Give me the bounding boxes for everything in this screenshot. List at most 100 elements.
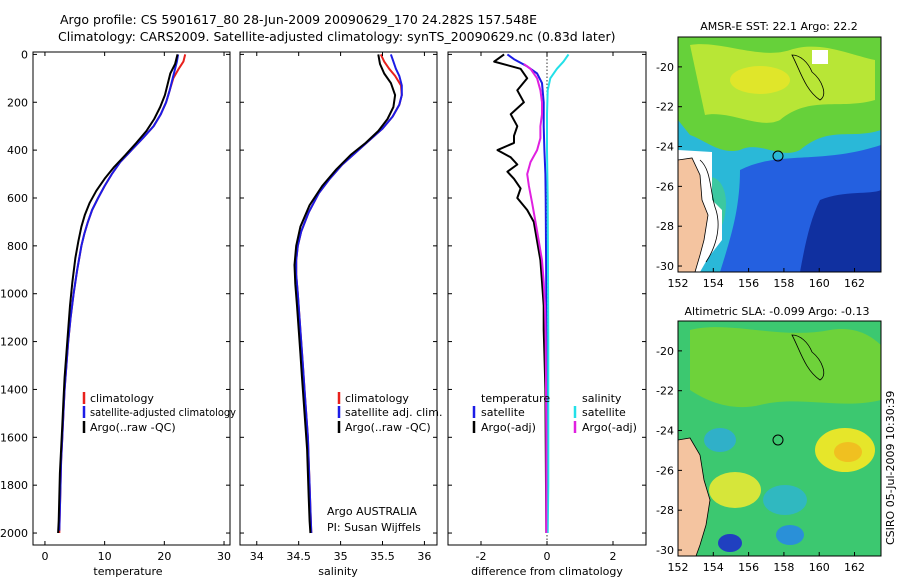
y-tick-label: 800 [7,240,28,253]
salinity-series-group [293,53,403,534]
x-tick-label: 34.5 [286,550,311,563]
map-y-tick-label: -20 [656,61,674,74]
legend-label-climatology: climatology [90,392,154,405]
map-y-tick-label: -24 [656,425,674,438]
salinity-ticks: 34 34.5 35 35.5 36 [250,52,431,563]
legend-label-satellite-adj: satellite adj. clim. [345,406,442,419]
sla-map-title: Altimetric SLA: -0.099 Argo: -0.13 [685,305,870,318]
map-y-tick-label: -20 [656,345,674,358]
map-x-tick-label: 158 [773,561,794,574]
y-tick-label: 1600 [0,431,28,444]
difference-legend: temperature salinity satellite Argo(-adj… [472,392,637,434]
sst-coastline-shelf [699,159,719,263]
sst-map-title: AMSR-E SST: 22.1 Argo: 22.2 [700,20,858,33]
map-y-tick-label: -30 [656,544,674,557]
sst-map-frame [677,36,882,273]
map-x-tick-label: 152 [668,561,689,574]
map-x-tick-label: 160 [809,277,830,290]
series-line-argo-raw-qc- [57,54,179,534]
series-line-climatology [58,54,187,534]
series-line-climatology [295,53,403,534]
difference-panel: -2 0 2 difference from climatology tempera… [447,51,647,578]
y-tick-label: 1200 [0,336,28,349]
y-tick-label: 0 [21,48,28,61]
y-tick-label: 1400 [0,383,28,396]
depth-ticks: 0 200 400 600 800 1000 1200 1400 1600 1800 2000 [0,48,646,540]
legend-label-satellite-adjusted: satellite-adjusted climatology [90,406,236,419]
y-tick-label: 200 [7,96,28,109]
x-tick-label: 20 [157,550,171,563]
difference-ticks: -2 0 2 [476,52,617,563]
salinity-axes-box [239,51,438,546]
map-y-tick-label: -26 [656,464,674,477]
sst-warm-spot [730,66,790,94]
temperature-legend: climatology satellite-adjusted climatolo… [82,392,236,434]
x-tick-label: 2 [610,550,617,563]
sst-cold-region [800,190,881,272]
series-line-temperature-argo-adj- [493,53,548,534]
sst-missing-data-patch [812,50,828,64]
y-tick-label: 1800 [0,479,28,492]
map-x-tick-label: 154 [703,277,724,290]
x-tick-label: 30 [217,550,231,563]
legend-label-temp-satellite: satellite [481,406,525,419]
sla-profile-marker [772,434,784,446]
sla-high-spot-south [709,472,761,508]
sla-map-frame [677,320,882,557]
map-x-tick-label: 154 [703,561,724,574]
x-tick-label: 0 [41,550,48,563]
map-y-tick-label: -30 [656,260,674,273]
legend-label-argo: Argo(..raw -QC) [90,421,176,434]
y-tick-label: 2000 [0,527,28,540]
x-tick-label: 10 [98,550,112,563]
legend-label-temp-argo: Argo(-adj) [481,421,536,434]
sla-low-spot-south-east [776,525,804,545]
sla-map-panel: Altimetric SLA: -0.099 Argo: -0.13 152 15… [656,305,882,574]
sst-map-panel: AMSR-E SST: 22.1 Argo: 22.2 152 154 156 158… [656,20,882,290]
map-x-tick-label: 162 [844,561,865,574]
sst-coastline-reef [791,54,825,101]
legend-label-climatology: climatology [345,392,409,405]
sst-profile-marker [772,150,784,162]
x-tick-label: 0 [544,550,551,563]
sla-low-spot-west [704,428,736,452]
pi-annotation: PI: Susan Wijffels [327,521,421,534]
x-tick-label: 35.5 [370,550,395,563]
legend-label-argo: Argo(..raw -QC) [345,421,431,434]
series-line-salinity-satellite [546,53,570,534]
y-tick-label: 600 [7,192,28,205]
x-tick-label: 34 [250,550,264,563]
x-tick-label: -2 [476,550,487,563]
sla-coastline-reef [791,334,825,381]
agency-annotation: Argo AUSTRALIA [327,505,417,518]
salinity-panel: 34 34.5 35 35.5 36 salinity climatology sate… [239,51,442,578]
temperature-axes-box [32,51,231,546]
sla-low-spot-south [718,534,742,552]
map-x-tick-label: 160 [809,561,830,574]
sla-land-australia [678,437,711,556]
map-y-tick-label: -22 [656,101,674,114]
figure-title-line1: Argo profile: CS 5901617_80 28-Jun-2009 … [60,12,537,27]
map-x-tick-label: 152 [668,277,689,290]
map-y-tick-label: -28 [656,220,674,233]
legend-label-sal-argo: Argo(-adj) [582,421,637,434]
sla-high-spot-east-core [834,442,862,462]
sla-low-spot-center [763,485,807,515]
map-y-tick-label: -22 [656,385,674,398]
series-line-satellite-adjusted-climatology [58,54,180,531]
map-x-tick-label: 162 [844,277,865,290]
map-y-tick-label: -24 [656,141,674,154]
legend-header-salinity: salinity [582,392,622,405]
sla-map-field [678,321,881,556]
temperature-series-group [57,54,187,534]
legend-header-temperature: temperature [481,392,550,405]
map-x-tick-label: 158 [773,277,794,290]
x-tick-label: 36 [417,550,431,563]
salinity-legend: climatology satellite adj. clim. Argo(..… [337,392,442,434]
series-line-argo-raw-qc- [293,54,397,534]
sla-map-ticks: 152 154 156 158 160 162 -20 -22 -24 -26 -28 -30 [656,345,865,574]
credit-stamp: CSIRO 05-Jul-2009 10:30:39 [884,391,897,545]
difference-series-group [493,52,570,545]
